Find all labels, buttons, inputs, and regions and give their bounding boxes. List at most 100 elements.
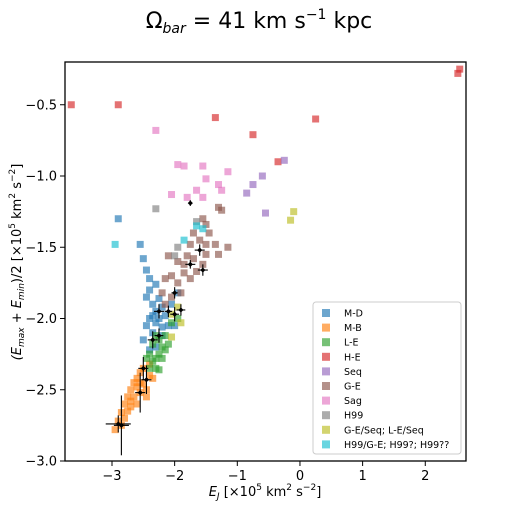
x-tick-label: −3 [102, 469, 121, 484]
legend-swatch [322, 352, 330, 361]
scatter-point [218, 206, 226, 214]
errorbar-marker [115, 421, 121, 427]
scatter-point [114, 101, 122, 109]
legend-swatch [322, 425, 330, 434]
scatter-point [155, 350, 163, 358]
scatter-point [199, 225, 207, 233]
scatter-point [127, 403, 135, 411]
legend-box [312, 301, 462, 455]
y-axis-label: (Emax + Emin)/2 [×105 km2 s−2] [8, 164, 27, 361]
scatter-point [174, 161, 182, 169]
chart-title: Ωbar = 41 km s−1 kpc [146, 7, 373, 37]
x-tick-label: 0 [296, 469, 304, 484]
scatter-point [114, 215, 122, 223]
scatter-point [183, 252, 191, 260]
scatter-point [130, 393, 138, 401]
errorbar-marker [187, 200, 193, 206]
scatter-point [249, 181, 257, 189]
scatter-point [161, 332, 169, 340]
errorbar-marker [156, 308, 162, 314]
axis-ticks: −3 −2 −1 0 1 2 −3.0 −2.5 −2.0 −1.5 −1.0 −0.5 [25, 98, 429, 484]
scatter-point [142, 393, 150, 401]
scatter-point [193, 267, 201, 275]
legend-swatch [322, 367, 330, 376]
scatter-point [149, 312, 157, 320]
scatter-point [202, 250, 210, 258]
scatter-point [146, 350, 154, 358]
scatter-point [146, 346, 154, 354]
legend-label: G-E/Seq; L-E/Seq [344, 425, 424, 436]
scatter-point [161, 275, 169, 283]
scatter-point [161, 300, 169, 308]
scatter-point [139, 336, 147, 344]
scatter-point [193, 186, 201, 194]
scatter-point [215, 250, 223, 258]
scatter-point [168, 293, 176, 301]
scatter-point [312, 115, 320, 123]
legend-swatch [322, 382, 330, 390]
scatter-point [171, 252, 179, 260]
legend-swatch [322, 338, 330, 347]
scatter-point [202, 175, 210, 183]
scatter-point [152, 126, 160, 134]
x-axis-label: EJ [×105 km2 s−2] [209, 483, 322, 502]
x-tick-label: −2 [165, 469, 184, 484]
scatter-point [189, 229, 197, 237]
scatter-point [456, 65, 464, 73]
scatter-point [199, 215, 207, 223]
scatter-point [215, 181, 223, 189]
legend-label: M-D [344, 309, 363, 320]
x-tick-label: 1 [358, 469, 366, 484]
scatter-point [249, 131, 257, 139]
legend-label: Seq [344, 367, 362, 378]
scatter-point [142, 266, 150, 274]
scatter-point [174, 258, 182, 265]
scatter-point [124, 393, 132, 401]
scatter-point [146, 286, 154, 294]
scatter-point [158, 289, 166, 297]
legend-swatch [322, 411, 330, 420]
legend-swatch [322, 396, 330, 405]
y-tick-label: −1.5 [25, 241, 57, 256]
legend-label: M-B [344, 323, 362, 334]
x-tick-label: 2 [421, 469, 429, 484]
scatter-point [211, 114, 219, 122]
error-bars [105, 200, 208, 456]
legend-label: G-E [344, 382, 361, 393]
scatter-point [205, 229, 213, 237]
legend-swatch [322, 309, 330, 317]
scatter-point [161, 346, 169, 354]
scatter-point [168, 333, 176, 341]
scatter-point [152, 319, 160, 327]
legend: M-D M-B L-E H-E Seq G-E Sag H99 G-E/Seq; L-E/Seq… [312, 301, 462, 455]
scatter-point [158, 323, 166, 331]
scatter-point [155, 295, 163, 303]
scatter-point [174, 243, 182, 251]
scatter-point [67, 101, 75, 109]
scatter-point [133, 383, 141, 391]
scatter-point [142, 322, 150, 330]
errorbar-marker [172, 290, 178, 296]
scatter-point [155, 366, 163, 374]
scatter-point [224, 243, 232, 251]
scatter-point [196, 236, 204, 244]
scatter-point [199, 193, 207, 201]
scatter-point [180, 236, 188, 244]
scatter-point [224, 168, 232, 176]
scatter-point [177, 319, 185, 327]
scatter-point [161, 312, 169, 320]
scatter-point [174, 279, 182, 287]
scatter-point [202, 220, 210, 228]
scatter-point [183, 193, 191, 201]
scatter-point [142, 293, 150, 301]
scatter-point [111, 240, 119, 248]
scatter-point [121, 400, 129, 408]
scatter-point [211, 240, 219, 248]
errorbar-marker [187, 261, 193, 267]
errorbar-marker [178, 307, 184, 313]
errorbar-marker [200, 267, 206, 273]
errorbar-marker [140, 365, 146, 371]
errorbar-marker [150, 337, 156, 343]
scatter-point [158, 354, 166, 362]
y-tick-label: −2.0 [25, 312, 57, 327]
